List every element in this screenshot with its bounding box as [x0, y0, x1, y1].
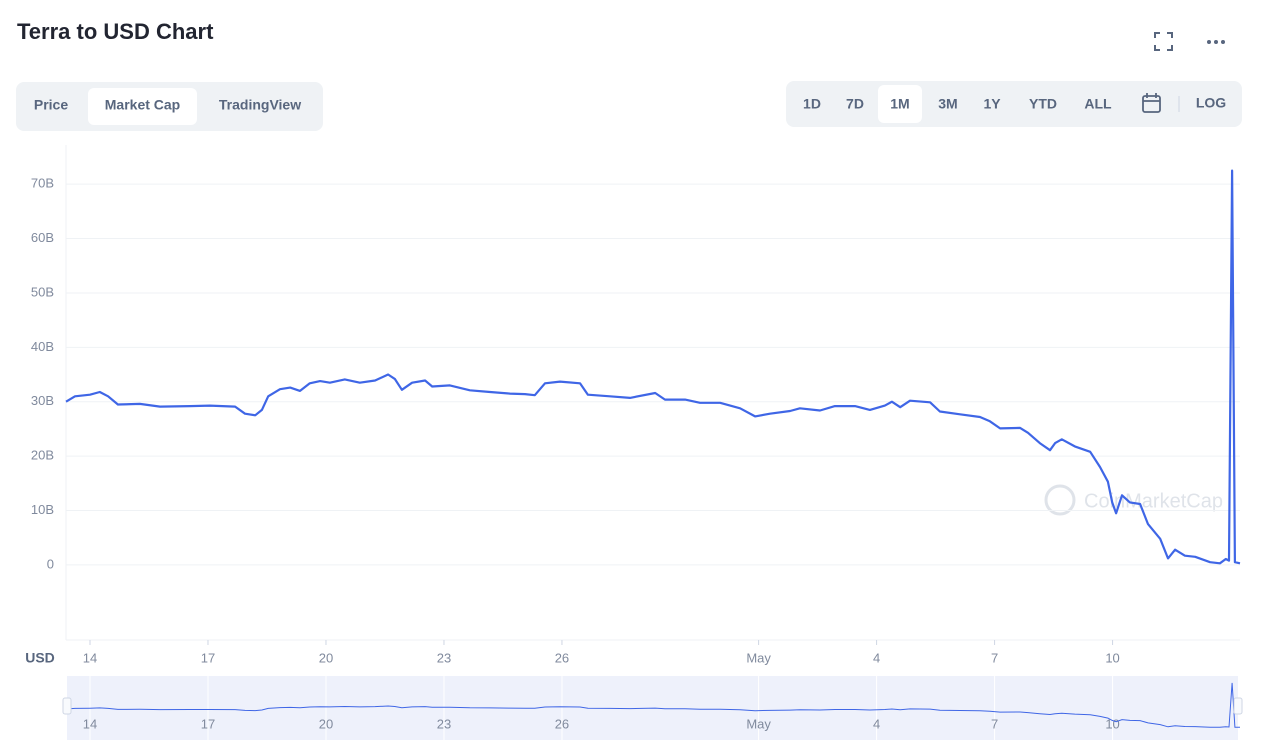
range-button[interactable]: 3M	[938, 96, 957, 112]
navigator-line	[65, 682, 1241, 728]
navigator-handle[interactable]	[62, 697, 72, 715]
y-tick-label: 10B	[31, 502, 54, 517]
x-tick-label: 20	[319, 650, 333, 665]
x-tick-label: 26	[555, 650, 569, 665]
navigator-tick-label: 26	[555, 716, 569, 731]
navigator-tick-label: 23	[437, 716, 451, 731]
x-tick-label: May	[746, 650, 771, 665]
range-button[interactable]: 1Y	[983, 96, 1001, 112]
more-icon[interactable]	[1207, 40, 1225, 44]
navigator-tick-label: 20	[319, 716, 333, 731]
navigator-tick-label: 4	[873, 716, 880, 731]
price-line	[65, 169, 1241, 565]
tab[interactable]: Market Cap	[105, 97, 180, 113]
tab[interactable]: Price	[34, 97, 68, 113]
x-tick-label: 4	[873, 650, 880, 665]
y-tick-label: 50B	[31, 284, 54, 299]
currency-label: USD	[25, 650, 55, 666]
y-tick-label: 20B	[31, 448, 54, 463]
range-button[interactable]: 7D	[846, 96, 864, 112]
fullscreen-icon[interactable]	[1154, 32, 1173, 51]
navigator-tick-label: May	[746, 716, 771, 731]
x-tick-label: 23	[437, 650, 451, 665]
navigator-handle[interactable]	[1233, 697, 1243, 715]
x-tick-label: 10	[1105, 650, 1119, 665]
navigator-tick-label: 14	[83, 716, 97, 731]
calendar-icon[interactable]	[1142, 93, 1161, 113]
range-button[interactable]: YTD	[1029, 96, 1057, 112]
tab-active-bg	[88, 88, 197, 125]
y-tick-label: 60B	[31, 230, 54, 245]
range-active-bg	[878, 85, 922, 123]
y-tick-label: 40B	[31, 339, 54, 354]
y-tick-label: 70B	[31, 176, 54, 191]
range-button[interactable]: 1M	[890, 96, 909, 112]
log-button[interactable]: LOG	[1196, 95, 1226, 111]
watermark: CoinMarketCap	[1044, 484, 1223, 516]
navigator-tick-label: 10	[1105, 716, 1119, 731]
x-tick-label: 17	[201, 650, 215, 665]
chart-title: Terra to USD Chart	[17, 19, 214, 44]
y-tick-label: 30B	[31, 393, 54, 408]
navigator-tick-label: 17	[201, 716, 215, 731]
range-button[interactable]: 1D	[803, 96, 821, 112]
watermark-text: CoinMarketCap	[1084, 490, 1223, 512]
navigator-tick-label: 7	[991, 716, 998, 731]
x-tick-label: 14	[83, 650, 97, 665]
x-tick-label: 7	[991, 650, 998, 665]
tab[interactable]: TradingView	[219, 97, 301, 113]
range-button[interactable]: ALL	[1084, 96, 1112, 112]
y-tick-label: 0	[47, 556, 54, 571]
